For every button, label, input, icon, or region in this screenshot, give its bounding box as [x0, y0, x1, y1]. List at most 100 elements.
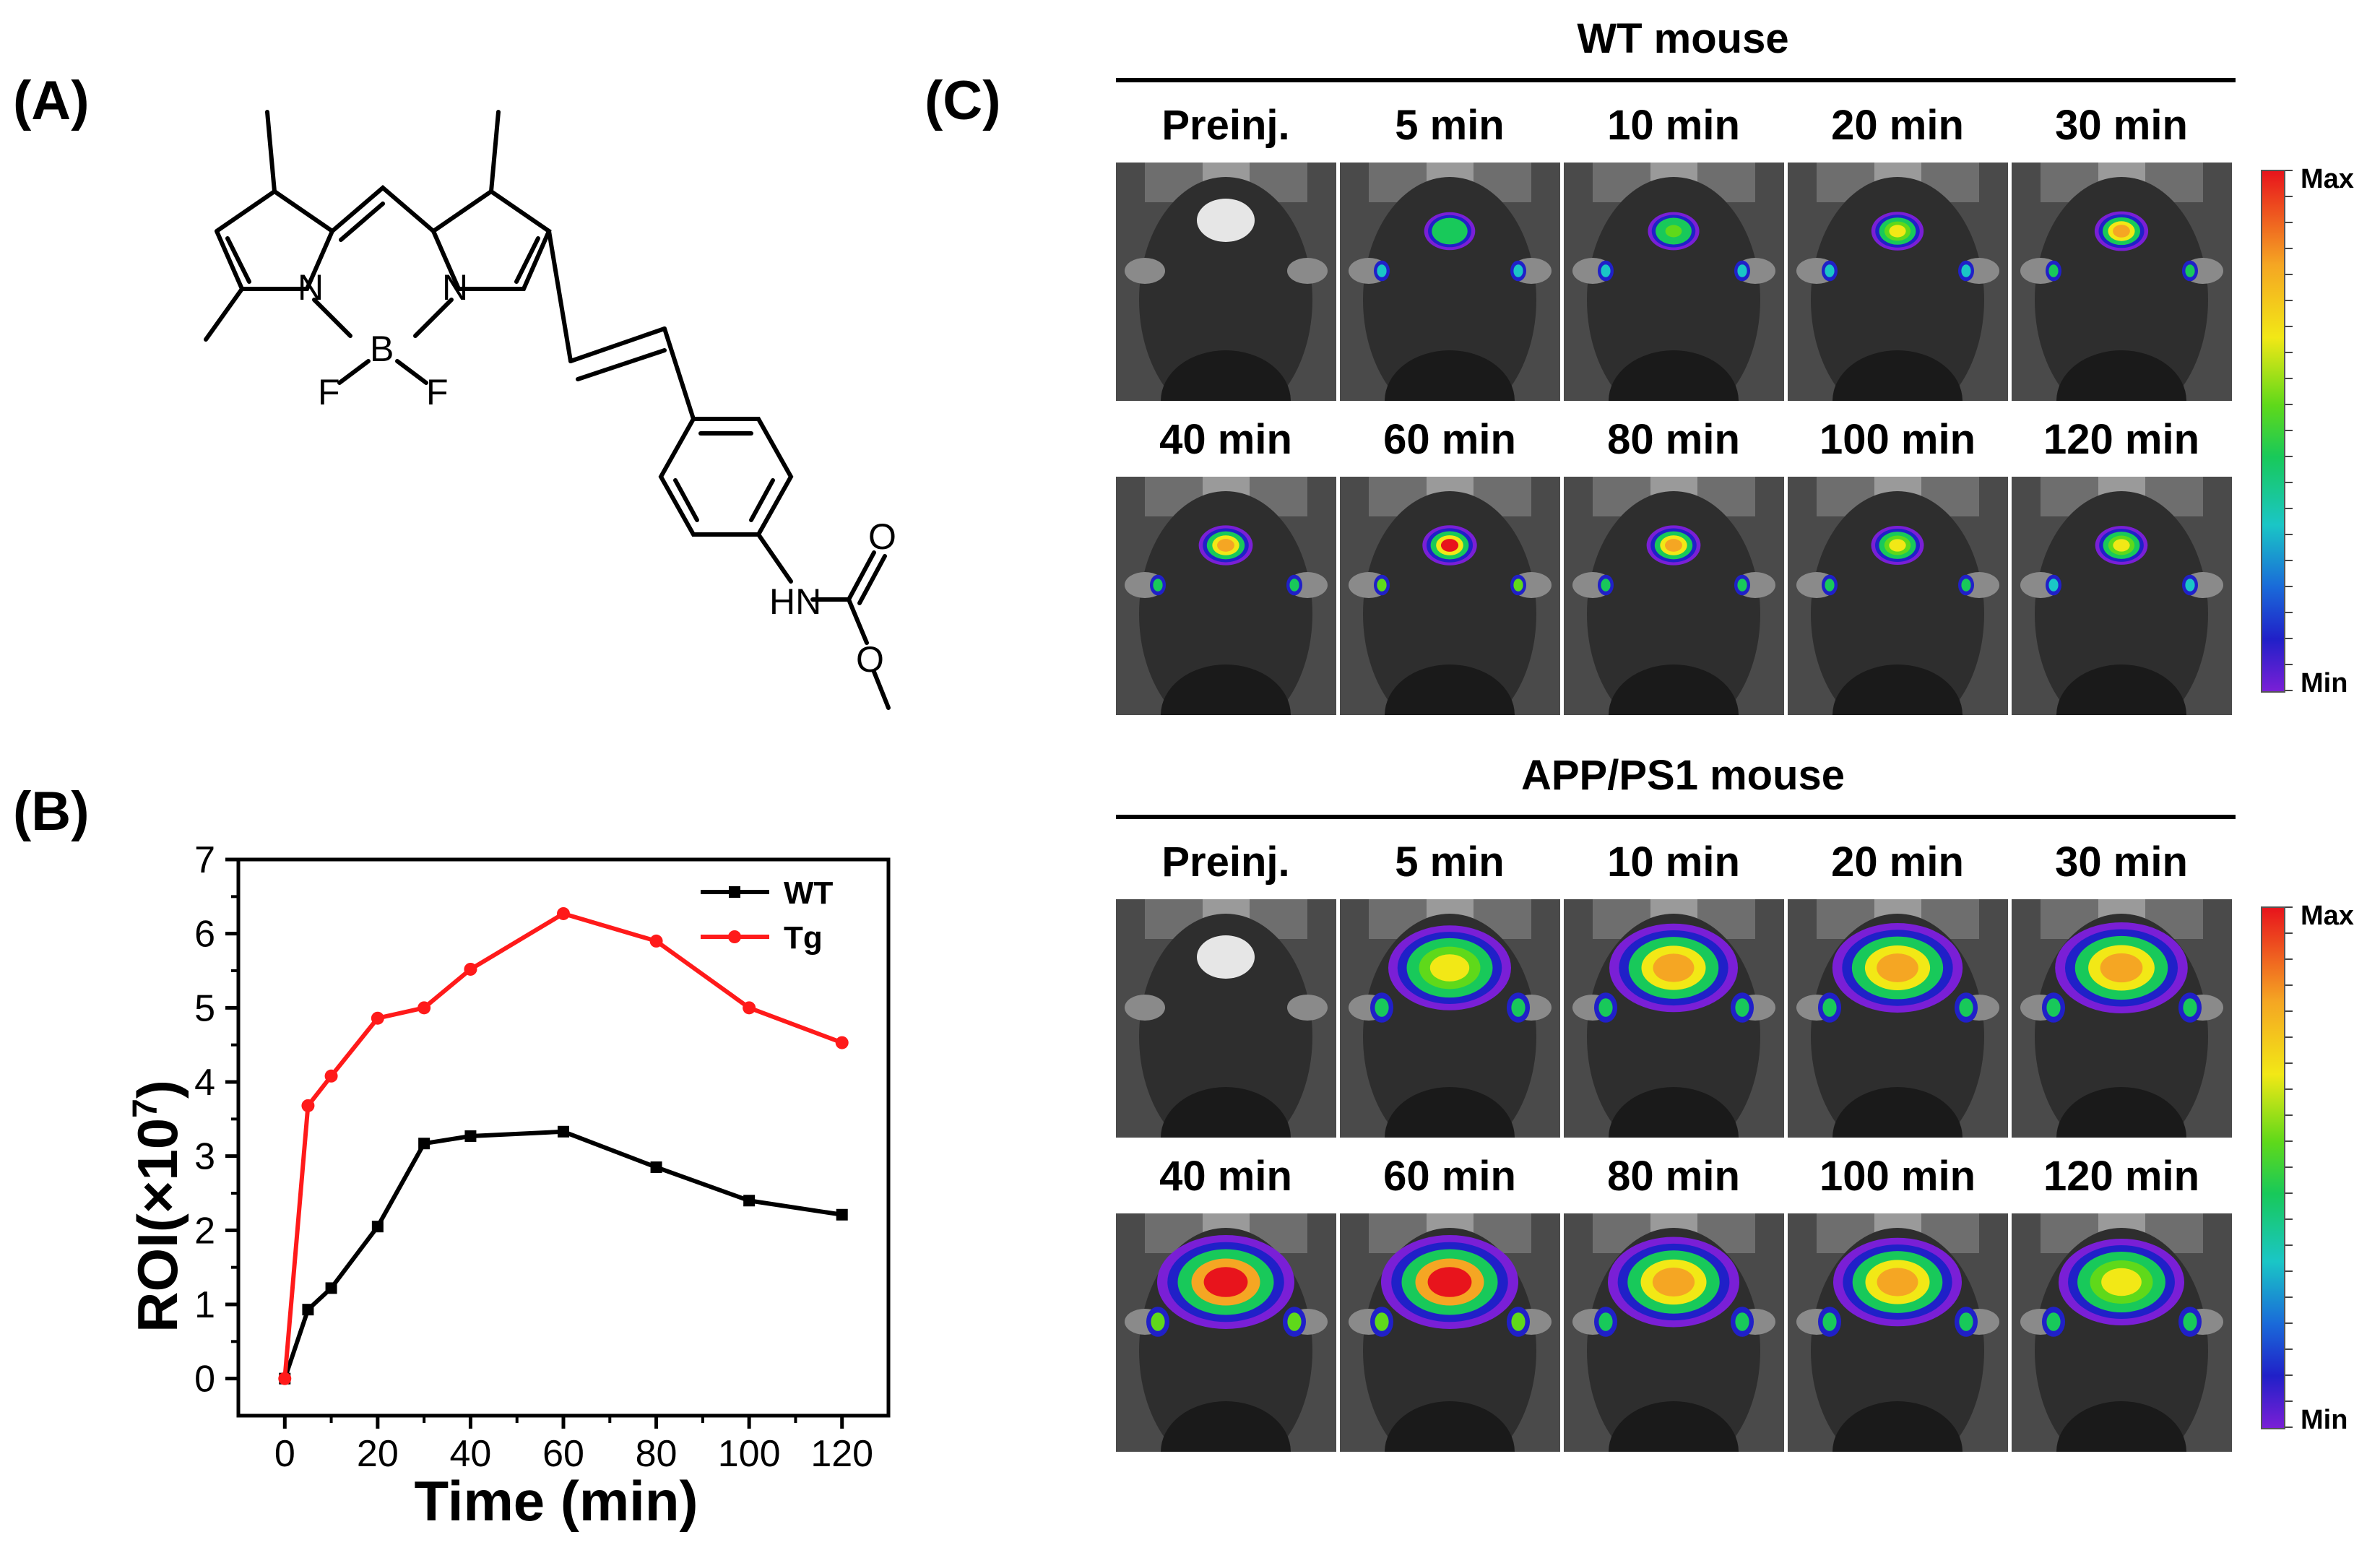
colorbar-tick — [2285, 456, 2293, 457]
atom-hn: HN — [769, 581, 821, 622]
colorbar-tick — [2285, 1114, 2293, 1116]
colorbar-tick — [2285, 1218, 2293, 1220]
mouse-image-tile — [1564, 1213, 1784, 1452]
imaging-group-rule — [1116, 815, 2236, 819]
data-point-wt — [325, 1282, 337, 1294]
data-point-wt — [371, 1221, 384, 1233]
colorbar-tick — [2285, 1348, 2293, 1350]
x-tick-label: 120 — [810, 1433, 873, 1475]
timepoint-label: 40 min — [1159, 416, 1292, 463]
intensity-colorbar — [2261, 170, 2285, 693]
mouse-image — [1340, 163, 1560, 401]
imaging-group-rule — [1116, 78, 2236, 82]
colorbar-max-label: Max — [2301, 164, 2354, 194]
colorbar-tick — [2285, 1010, 2293, 1012]
data-point-tg — [835, 1036, 849, 1049]
colorbar-tick — [2285, 1322, 2293, 1324]
y-tick-label: 6 — [194, 914, 215, 956]
timepoint-label: 10 min — [1607, 102, 1740, 149]
colorbar-tick — [2285, 958, 2293, 960]
mouse-image-tile — [1788, 1213, 2008, 1452]
x-tick-label: 20 — [357, 1433, 399, 1475]
y-tick-label: 3 — [194, 1136, 215, 1178]
timepoint-label: 20 min — [1831, 839, 1964, 886]
atom-n1: N — [298, 267, 324, 308]
colorbar-tick — [2285, 508, 2293, 509]
x-tick-label: 40 — [450, 1433, 492, 1475]
data-point-wt — [650, 1161, 662, 1174]
colorbar-tick — [2285, 170, 2293, 171]
timepoint-label: 60 min — [1383, 416, 1516, 463]
colorbar-min-label: Min — [2301, 1405, 2348, 1435]
mouse-image-tile — [1340, 477, 1560, 715]
colorbar-tick — [2285, 638, 2293, 639]
chart-axes: 0 20 40 60 80 100 120 0 1 2 3 4 5 6 7 — [194, 839, 891, 1475]
colorbar-tick — [2285, 1192, 2293, 1194]
mouse-image-tile — [1116, 1213, 1336, 1452]
data-point-wt — [302, 1304, 314, 1316]
colorbar-tick — [2285, 248, 2293, 249]
mouse-image-tile — [2012, 163, 2232, 401]
timepoint-label: 80 min — [1607, 416, 1740, 463]
timepoint-label: 30 min — [2055, 839, 2188, 886]
data-point-wt — [743, 1195, 756, 1207]
atom-n2: N — [442, 267, 468, 308]
timepoint-label: 10 min — [1607, 839, 1740, 886]
timepoint-label: 120 min — [2043, 1153, 2199, 1200]
timepoint-label: 5 min — [1395, 102, 1505, 149]
mouse-image — [1116, 1213, 1336, 1452]
panel-label-c: (C) — [925, 70, 1001, 131]
mouse-image-tile — [2012, 477, 2232, 715]
colorbar-tick — [2285, 1062, 2293, 1064]
legend-marker — [729, 886, 740, 898]
colorbar-tick — [2285, 932, 2293, 934]
colorbar-tick — [2285, 1270, 2293, 1272]
data-point-tg — [301, 1099, 315, 1112]
x-tick-label: 100 — [718, 1433, 781, 1475]
colorbar-tick — [2285, 586, 2293, 587]
mouse-image — [1340, 899, 1560, 1138]
mouse-image — [1564, 477, 1784, 715]
mouse-image — [1788, 163, 2008, 401]
mouse-image-tile — [1564, 477, 1784, 715]
mouse-image — [2012, 899, 2232, 1138]
timepoint-label: 40 min — [1159, 1153, 1292, 1200]
colorbar-tick — [2285, 534, 2293, 535]
colorbar-tick — [2285, 690, 2293, 691]
colorbar-tick — [2285, 1088, 2293, 1090]
structure-bonds — [204, 110, 891, 710]
mouse-image-tile — [1340, 163, 1560, 401]
mouse-image-tile — [1116, 899, 1336, 1138]
colorbar-tick — [2285, 1166, 2293, 1168]
x-tick-label: 60 — [542, 1433, 584, 1475]
colorbar-tick — [2285, 1426, 2293, 1428]
colorbar-max-label: Max — [2301, 901, 2354, 931]
intensity-colorbar — [2261, 906, 2285, 1429]
panel-label-a: (A) — [13, 70, 90, 131]
mouse-image — [2012, 163, 2232, 401]
mouse-image — [1340, 1213, 1560, 1452]
mouse-image — [1788, 477, 2008, 715]
atom-b: B — [370, 329, 394, 369]
mouse-image-tile — [1340, 899, 1560, 1138]
mouse-image — [1788, 1213, 2008, 1452]
x-tick-label: 80 — [636, 1433, 678, 1475]
y-tick-label: 0 — [194, 1359, 215, 1400]
colorbar-tick — [2285, 664, 2293, 665]
y-tick-label: 1 — [194, 1284, 215, 1326]
mouse-image — [1564, 163, 1784, 401]
colorbar-tick — [2285, 196, 2293, 197]
timepoint-label: 60 min — [1383, 1153, 1516, 1200]
colorbar-tick — [2285, 222, 2293, 223]
series-line-wt — [282, 1129, 843, 1380]
timepoint-label: 120 min — [2043, 416, 2199, 463]
mouse-image — [2012, 1213, 2232, 1452]
atom-o2: O — [856, 639, 884, 680]
mouse-image-tile — [1788, 899, 2008, 1138]
legend-label-tg: Tg — [784, 920, 823, 956]
colorbar-tick — [2285, 1296, 2293, 1298]
colorbar-tick — [2285, 1374, 2293, 1376]
mouse-image-tile — [1788, 477, 2008, 715]
mouse-image-tile — [1564, 163, 1784, 401]
